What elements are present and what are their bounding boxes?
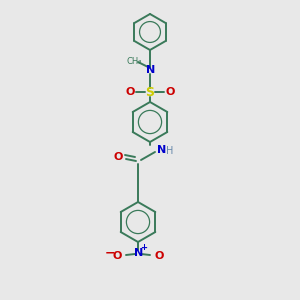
Text: N: N [134, 248, 144, 258]
Text: O: O [112, 251, 122, 261]
Text: −: − [105, 247, 115, 260]
Text: S: S [146, 85, 154, 98]
Text: O: O [165, 87, 175, 97]
Text: O: O [154, 251, 164, 261]
Text: CH₃: CH₃ [126, 56, 142, 65]
Text: H: H [166, 146, 174, 156]
Text: O: O [125, 87, 135, 97]
Text: +: + [140, 244, 148, 253]
Text: N: N [146, 65, 156, 75]
Text: O: O [113, 152, 123, 162]
Text: N: N [158, 145, 166, 155]
